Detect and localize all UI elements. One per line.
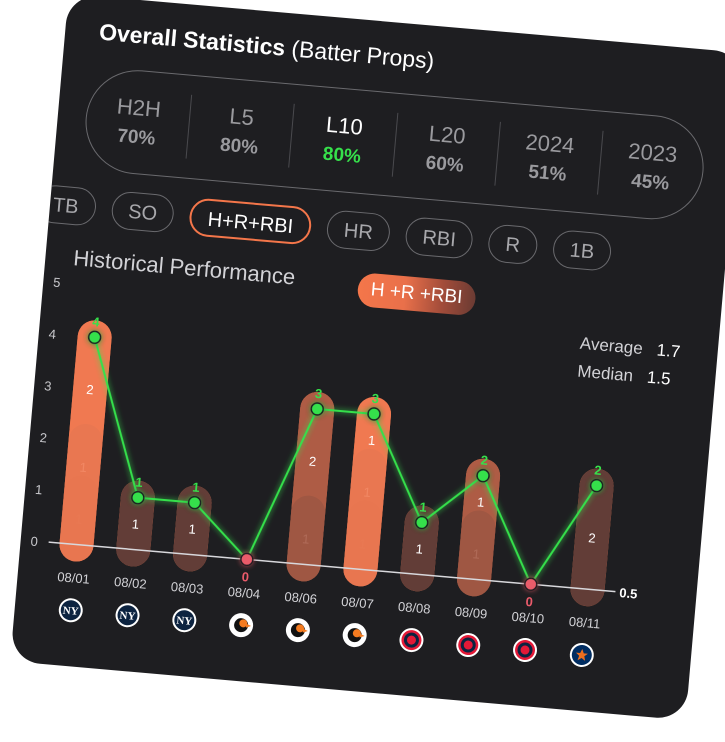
bar-segment	[343, 396, 392, 587]
segment-label: 2	[588, 530, 597, 546]
bar-segment	[570, 468, 614, 607]
series-line	[93, 337, 598, 587]
x-tick-label: 08/08	[397, 599, 431, 617]
x-tick-label: 08/07	[341, 594, 375, 612]
threshold-label: 0.5	[619, 585, 638, 602]
guardians-logo-icon	[399, 628, 424, 653]
logo-ring	[460, 637, 476, 653]
bird-beak	[302, 628, 308, 633]
logo-field	[174, 610, 195, 631]
segment-label: 2	[86, 382, 95, 398]
data-label: 3	[371, 391, 380, 407]
data-point	[131, 490, 145, 505]
guardians-logo-icon	[513, 638, 538, 663]
y-tick-label: 0	[30, 534, 39, 550]
astros-logo-icon	[569, 642, 594, 667]
data-label: 4	[92, 314, 101, 330]
segment-label: 1	[131, 516, 140, 532]
bird-head	[352, 629, 361, 638]
segment-label: 1	[415, 541, 424, 557]
yankees-logo-icon: NY	[115, 603, 140, 628]
y-tick-label: 3	[44, 378, 53, 394]
segment-label: 2	[308, 454, 317, 470]
segment-label: 1	[367, 433, 376, 449]
bird-beak	[359, 633, 365, 638]
orioles-logo-icon	[342, 623, 367, 648]
data-label: 1	[419, 499, 428, 515]
data-label: 1	[135, 474, 144, 490]
logo-mark: NY	[62, 605, 79, 618]
x-tick-label: 08/04	[227, 584, 261, 602]
segment-label: 1	[188, 521, 197, 537]
data-point	[414, 515, 429, 530]
x-tick-label: 08/02	[114, 574, 148, 592]
data-label: 0	[241, 569, 250, 585]
data-label: 1	[192, 479, 201, 495]
bar-segment	[116, 480, 155, 567]
data-point	[187, 495, 202, 510]
bird-head	[239, 619, 248, 628]
data-label: 0	[525, 594, 534, 610]
bar-segment	[286, 391, 335, 582]
threshold-line	[48, 541, 616, 593]
y-tick-label: 1	[35, 482, 44, 498]
data-point	[310, 402, 324, 416]
y-tick-label: 2	[39, 430, 48, 446]
y-tick-label: 4	[48, 326, 57, 342]
bar-segment	[456, 458, 501, 597]
yankees-logo-icon: NY	[172, 608, 197, 633]
y-tick-label: 5	[53, 275, 62, 291]
bar-segment	[59, 320, 112, 562]
logo-mark: NY	[176, 615, 193, 628]
data-point	[240, 552, 254, 567]
segment-label: 1	[476, 494, 485, 510]
data-point	[524, 577, 538, 592]
yankees-logo-icon: NY	[58, 598, 83, 623]
bar-segment	[173, 485, 212, 572]
x-tick-label: 08/01	[57, 569, 91, 587]
data-point	[589, 478, 604, 493]
historical-chart: 012345112111211111120.5411033120208/01NY…	[30, 275, 638, 667]
data-label: 2	[480, 452, 489, 468]
stats-card: Overall Statistics (Batter Props) H2H 70…	[10, 0, 725, 721]
bar-segment	[400, 505, 439, 592]
x-tick-label: 08/03	[170, 579, 204, 597]
data-point	[87, 330, 102, 345]
data-point	[367, 407, 381, 421]
bird-head	[296, 624, 305, 633]
data-point	[476, 468, 490, 483]
logo-ring	[517, 642, 533, 658]
data-label: 2	[594, 462, 603, 478]
guardians-logo-icon	[456, 633, 481, 658]
bird-beak	[245, 623, 252, 628]
logo-field	[117, 605, 138, 626]
logo-mark: NY	[119, 610, 136, 623]
logo-ring	[403, 632, 419, 648]
data-label: 3	[314, 386, 323, 402]
x-tick-label: 08/10	[511, 609, 545, 627]
logo-field	[60, 600, 81, 621]
logo-star	[575, 649, 588, 661]
orioles-logo-icon	[229, 613, 254, 638]
orioles-logo-icon	[285, 618, 310, 643]
x-tick-label: 08/11	[568, 614, 601, 632]
x-tick-label: 08/06	[284, 589, 318, 607]
x-tick-label: 08/09	[454, 604, 488, 622]
